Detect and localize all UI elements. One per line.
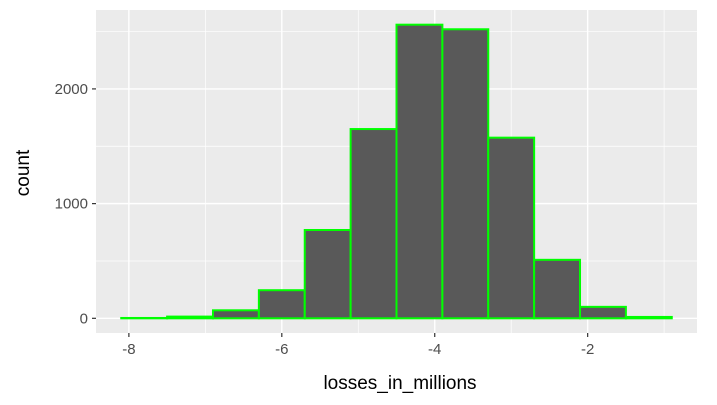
x-tick-label: -6	[275, 341, 288, 358]
y-axis-title: count	[13, 149, 34, 196]
histogram-bar-1	[166, 315, 214, 320]
axis-ticks	[92, 88, 589, 337]
x-tick-label: -2	[581, 341, 594, 358]
histogram-bar-11	[624, 315, 673, 320]
x-tick-label: -4	[428, 341, 441, 358]
histogram-bar-9	[533, 258, 582, 320]
histogram-bar-4	[303, 228, 352, 320]
histogram-bar-2	[211, 309, 260, 320]
histogram-bar-6	[395, 23, 444, 320]
y-tick-label: 0	[80, 310, 88, 327]
y-tick-label: 2000	[55, 81, 88, 98]
axis-tick-labels: -8 -6 -4 -2 0 1000 2000	[55, 81, 595, 358]
histogram-bar-5	[349, 128, 398, 320]
histogram-bar-7	[441, 28, 490, 320]
x-axis-title: losses_in_millions	[323, 373, 476, 394]
histogram-bar-8	[487, 136, 536, 320]
x-tick-label: -8	[122, 341, 135, 358]
y-tick-label: 1000	[55, 196, 88, 213]
histogram-bars	[120, 23, 673, 320]
histogram-bar-10	[579, 305, 627, 320]
histogram-bar-3	[257, 289, 306, 320]
